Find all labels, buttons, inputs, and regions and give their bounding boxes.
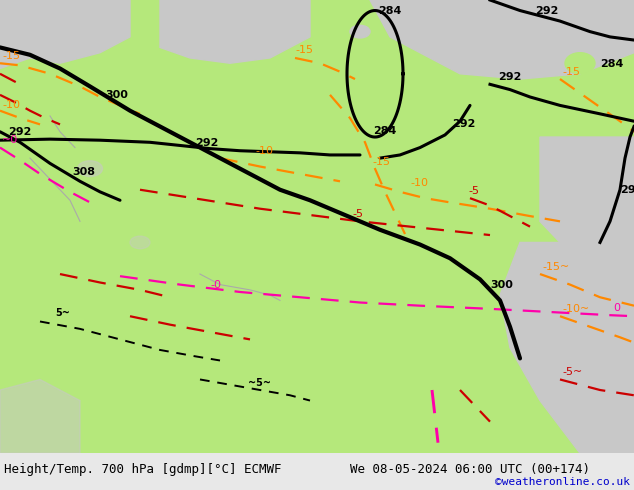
Polygon shape: [0, 379, 80, 453]
Text: 5~: 5~: [55, 308, 70, 318]
Text: -15~: -15~: [542, 262, 569, 272]
Text: 284: 284: [373, 126, 396, 137]
Text: 292: 292: [620, 185, 634, 195]
Ellipse shape: [382, 16, 398, 26]
Text: 292: 292: [498, 72, 521, 82]
Ellipse shape: [578, 96, 602, 115]
Text: 300: 300: [490, 280, 513, 290]
Text: -15: -15: [562, 67, 580, 77]
Text: 292: 292: [195, 138, 218, 147]
Ellipse shape: [77, 161, 103, 176]
Polygon shape: [370, 0, 634, 79]
Text: 284: 284: [600, 58, 623, 69]
Text: -15: -15: [2, 51, 20, 61]
Text: Height/Temp. 700 hPa [gdmp][°C] ECMWF: Height/Temp. 700 hPa [gdmp][°C] ECMWF: [4, 463, 281, 476]
Polygon shape: [540, 137, 634, 253]
Polygon shape: [0, 0, 130, 69]
Text: -15: -15: [295, 45, 313, 55]
Text: ~5~: ~5~: [248, 378, 271, 388]
Text: -5~: -5~: [562, 368, 582, 377]
Ellipse shape: [550, 87, 570, 103]
Text: -5: -5: [468, 186, 479, 196]
Ellipse shape: [565, 53, 595, 74]
Text: -10: -10: [410, 177, 428, 188]
Ellipse shape: [350, 25, 370, 38]
Text: ©weatheronline.co.uk: ©weatheronline.co.uk: [495, 477, 630, 487]
Polygon shape: [500, 243, 634, 453]
Text: -0: -0: [210, 280, 221, 290]
Text: 0: 0: [613, 303, 620, 313]
Ellipse shape: [130, 236, 150, 249]
Polygon shape: [160, 0, 310, 63]
Text: 284: 284: [378, 6, 401, 16]
Text: -10: -10: [255, 146, 273, 156]
Text: 308: 308: [72, 167, 95, 177]
Text: -10: -10: [2, 99, 20, 110]
Text: 292: 292: [452, 119, 476, 128]
Text: We 08-05-2024 06:00 UTC (00+174): We 08-05-2024 06:00 UTC (00+174): [350, 463, 590, 476]
Text: ~0: ~0: [2, 135, 18, 146]
Text: -15: -15: [372, 156, 390, 167]
Text: -10~: -10~: [562, 304, 589, 314]
Text: 292: 292: [8, 127, 31, 137]
Text: 300: 300: [105, 90, 128, 100]
Text: 292: 292: [535, 6, 559, 16]
Text: -5: -5: [352, 209, 363, 219]
